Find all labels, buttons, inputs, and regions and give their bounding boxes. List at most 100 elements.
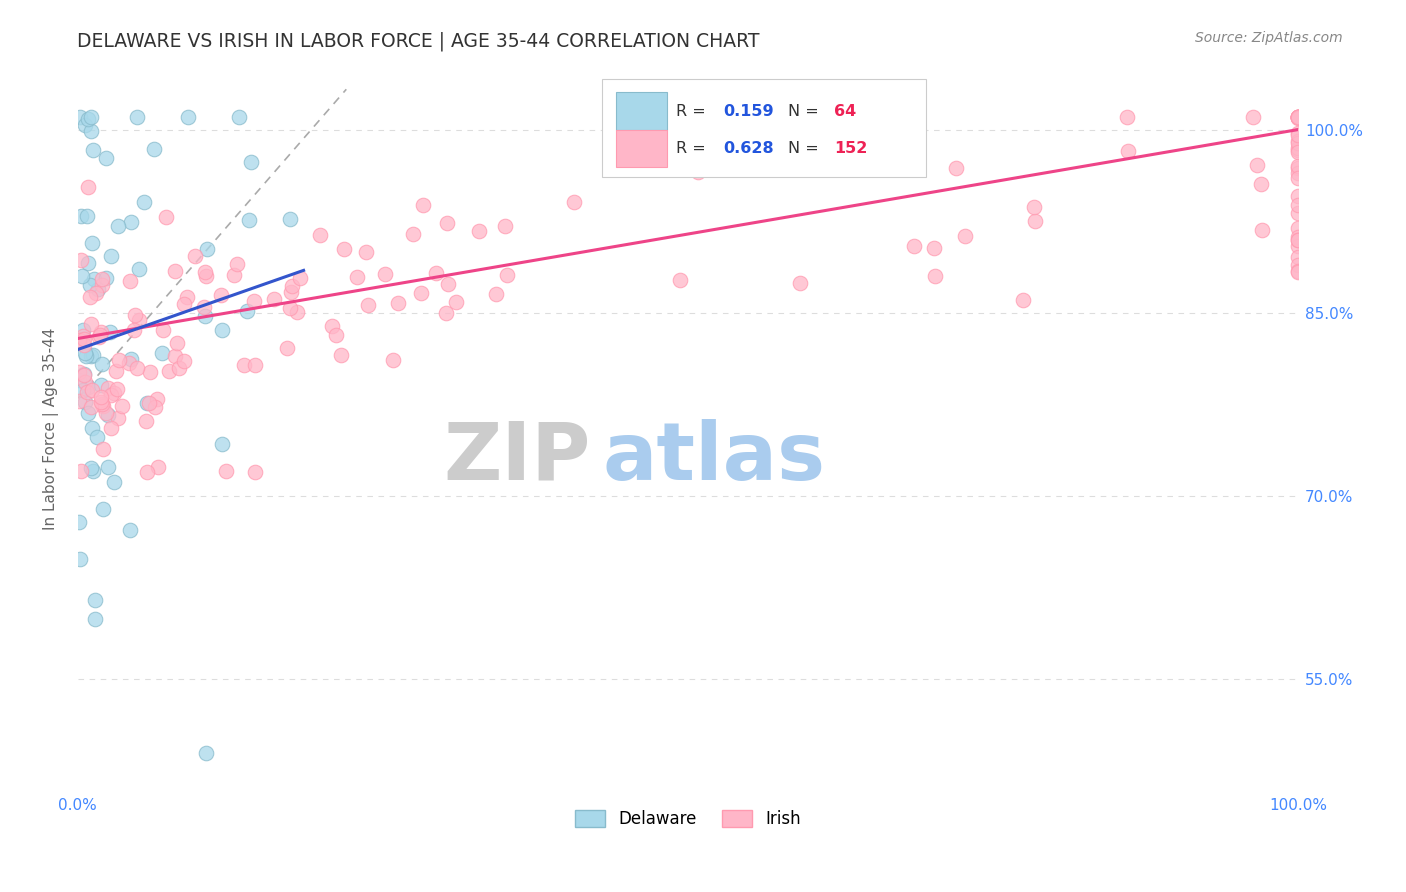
Point	[195, 269, 218, 284]
Point	[1024, 214, 1046, 228]
Text: R =: R =	[676, 103, 710, 119]
Point	[136, 465, 159, 479]
Point	[1286, 126, 1309, 140]
Point	[67, 515, 90, 529]
Point	[83, 612, 105, 626]
Point	[77, 380, 100, 394]
Point	[76, 385, 98, 400]
Text: N =: N =	[787, 103, 824, 119]
Point	[138, 396, 160, 410]
Point	[184, 249, 207, 263]
Point	[80, 124, 103, 138]
Point	[166, 335, 188, 350]
Point	[1286, 141, 1309, 155]
Point	[245, 358, 267, 372]
Point	[1286, 166, 1309, 180]
Point	[173, 297, 195, 311]
Point	[155, 210, 177, 224]
Point	[1286, 111, 1309, 125]
Text: atlas: atlas	[603, 418, 825, 497]
Point	[83, 272, 105, 286]
Point	[669, 273, 692, 287]
Point	[96, 408, 118, 422]
Point	[84, 286, 107, 301]
Point	[1251, 223, 1274, 237]
Point	[494, 219, 516, 233]
Y-axis label: In Labor Force | Age 35-44: In Labor Force | Age 35-44	[44, 327, 59, 530]
Point	[238, 212, 260, 227]
Point	[103, 475, 125, 489]
Point	[89, 328, 111, 343]
Point	[80, 461, 103, 475]
Point	[1011, 293, 1033, 308]
Point	[72, 329, 94, 343]
Point	[1286, 111, 1309, 125]
Point	[1250, 177, 1272, 191]
Point	[211, 436, 233, 450]
Point	[436, 215, 458, 229]
Point	[387, 296, 409, 310]
Point	[215, 464, 238, 478]
Point	[325, 328, 347, 343]
Point	[136, 396, 159, 410]
Point	[276, 341, 298, 355]
Point	[135, 414, 157, 428]
Text: DELAWARE VS IRISH IN LABOR FORCE | AGE 35-44 CORRELATION CHART: DELAWARE VS IRISH IN LABOR FORCE | AGE 3…	[77, 31, 759, 51]
Point	[67, 365, 90, 379]
Point	[82, 144, 104, 158]
Point	[1286, 170, 1309, 185]
Point	[77, 112, 100, 127]
Point	[86, 430, 108, 444]
Point	[1286, 251, 1309, 265]
Point	[425, 266, 447, 280]
Point	[411, 285, 433, 300]
Point	[228, 111, 250, 125]
Point	[122, 323, 145, 337]
Point	[100, 249, 122, 263]
Point	[290, 271, 312, 285]
Point	[177, 111, 200, 125]
Text: N =: N =	[787, 141, 824, 156]
Point	[128, 312, 150, 326]
Point	[280, 211, 302, 226]
Point	[80, 421, 103, 435]
Point	[67, 333, 90, 347]
Point	[97, 459, 120, 474]
Point	[77, 405, 100, 419]
Point	[233, 358, 256, 372]
Point	[224, 268, 246, 282]
Legend: Delaware, Irish: Delaware, Irish	[568, 804, 807, 835]
Point	[79, 290, 101, 304]
Point	[1286, 258, 1309, 272]
Point	[165, 349, 187, 363]
Point	[80, 317, 103, 331]
Point	[281, 278, 304, 293]
Point	[330, 349, 353, 363]
Point	[1286, 134, 1309, 148]
Point	[125, 111, 148, 125]
Point	[434, 306, 457, 320]
FancyBboxPatch shape	[603, 79, 925, 177]
Point	[357, 298, 380, 312]
Point	[209, 288, 232, 302]
Text: 0.159: 0.159	[723, 103, 773, 119]
Point	[1286, 264, 1309, 278]
Point	[309, 227, 332, 242]
Point	[354, 244, 377, 259]
Point	[903, 239, 925, 253]
Point	[125, 360, 148, 375]
Point	[80, 384, 103, 398]
Point	[280, 285, 302, 299]
Point	[90, 378, 112, 392]
Point	[1286, 111, 1309, 125]
Point	[562, 195, 585, 210]
Point	[69, 464, 91, 478]
Point	[1286, 111, 1309, 125]
Point	[75, 119, 97, 133]
Point	[70, 210, 93, 224]
Point	[263, 292, 285, 306]
Point	[91, 271, 114, 285]
Point	[90, 395, 112, 409]
Point	[120, 215, 142, 229]
Text: 152: 152	[834, 141, 868, 156]
